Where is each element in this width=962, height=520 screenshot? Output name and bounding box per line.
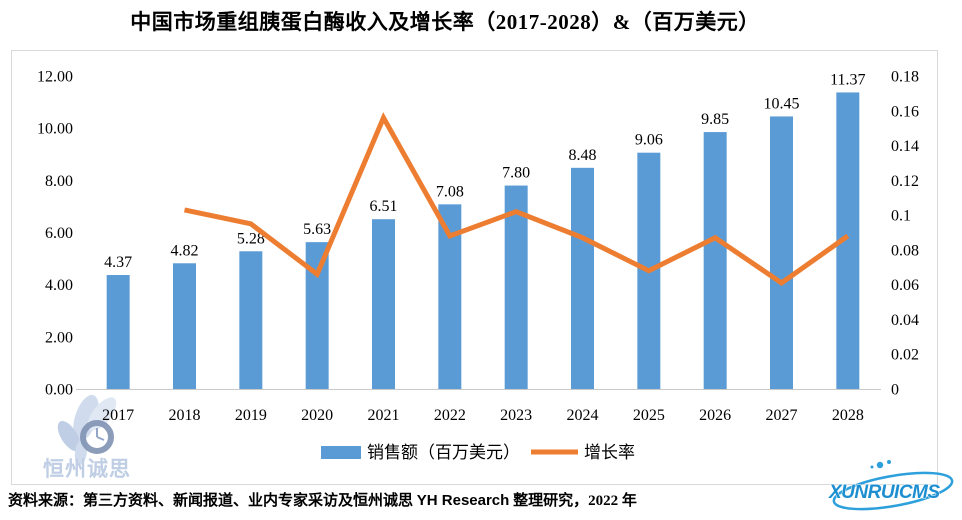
legend-label-growth: 增长率 [584, 443, 635, 462]
bar-2028 [836, 92, 860, 389]
x-axis-label: 2017 [102, 407, 134, 424]
right-axis-tick: 0.14 [891, 138, 919, 155]
x-axis-label: 2021 [368, 407, 400, 424]
bar-value-label: 8.48 [569, 147, 597, 164]
bar-value-label: 4.37 [104, 254, 132, 271]
chart-title: 中国市场重组胰蛋白酶收入及增长率（2017-2028）&（百万美元） [130, 10, 760, 34]
bar-value-label: 10.45 [764, 95, 800, 112]
chart-frame: 0.00 2.00 4.00 6.00 8.00 10.00 12.00 0 0.02 0.04 0… [11, 50, 938, 485]
bar-2020 [305, 242, 329, 389]
right-axis-tick: 0.02 [891, 347, 919, 364]
bar-value-label: 7.08 [436, 183, 464, 200]
bar-value-label: 5.28 [237, 230, 265, 247]
left-axis-tick: 12.00 [37, 69, 73, 86]
legend-label-sales: 销售额（百万美元） [367, 443, 520, 462]
x-axis-label: 2026 [699, 407, 731, 424]
bar-value-label: 9.06 [635, 132, 663, 149]
bar-value-label: 7.80 [502, 165, 530, 182]
x-axis-label: 2025 [633, 407, 665, 424]
combo-chart: 0.00 2.00 4.00 6.00 8.00 10.00 12.00 0 0.02 0.04 0… [37, 69, 919, 463]
x-axis-label: 2028 [832, 407, 864, 424]
source-note-cn1: 资料来源：第三方资料、新闻报道、业内专家采访及恒州诚思 [8, 493, 417, 509]
bar-value-label: 9.85 [701, 111, 729, 128]
x-axis-label: 2018 [169, 407, 201, 424]
bar-value-label: 5.63 [303, 221, 331, 238]
bar-2026 [703, 132, 727, 389]
legend-swatch-sales [321, 446, 361, 459]
bar-2019 [239, 251, 263, 389]
bar-2018 [173, 263, 196, 389]
logo-clock-icon [80, 420, 114, 454]
x-axis-label: 2027 [766, 407, 798, 424]
bar-value-label: 11.37 [830, 71, 865, 88]
right-axis-tick: 0.04 [891, 312, 919, 329]
left-axis-tick: 0.00 [45, 382, 73, 399]
x-axis-label: 2022 [434, 407, 466, 424]
right-axis-tick: 0.16 [891, 103, 919, 120]
growth-rate-line [183, 112, 850, 286]
left-axis-tick: 10.00 [37, 121, 73, 138]
right-axis-tick: 0.06 [891, 277, 919, 294]
source-note-cn2: 整理研究，2022 年 [509, 493, 637, 509]
left-axis-tick: 2.00 [45, 329, 73, 346]
orbit-icon [832, 460, 954, 511]
x-axis-label: 2020 [301, 407, 333, 424]
left-axis-tick: 6.00 [45, 225, 73, 242]
bar-2023 [504, 185, 528, 389]
bar-2024 [571, 167, 594, 389]
right-axis-tick: 0 [891, 382, 899, 399]
bar-2021 [372, 219, 395, 389]
right-axis-tick: 0.1 [891, 208, 911, 225]
right-axis-tick: 0.08 [891, 242, 919, 259]
right-axis-tick: 0.12 [891, 173, 919, 190]
bar-2017 [106, 275, 130, 389]
source-note: 资料来源：第三方资料、新闻报道、业内专家采访及恒州诚思 YH Research … [8, 489, 958, 510]
x-axis-label: 2024 [567, 407, 599, 424]
source-note-brand: YH Research [416, 492, 510, 509]
bar-2027 [770, 116, 793, 389]
right-axis-tick: 0.18 [891, 69, 919, 86]
brand-wordmark: XUNRUICMS [828, 482, 940, 503]
left-axis-tick: 8.00 [45, 173, 73, 190]
bar-value-label: 4.82 [171, 242, 199, 259]
xunruicms-watermark: XUNRUICMS [828, 460, 954, 511]
bar-2022 [438, 204, 462, 389]
left-axis-tick: 4.00 [45, 277, 73, 294]
x-axis-label: 2023 [500, 407, 532, 424]
bar-value-label: 6.51 [370, 198, 398, 215]
x-axis-label: 2019 [235, 407, 267, 424]
logo-wordmark: 恒州诚思 [43, 457, 131, 481]
hengzhou-chengsi-logo: 恒州诚思 [43, 394, 131, 481]
